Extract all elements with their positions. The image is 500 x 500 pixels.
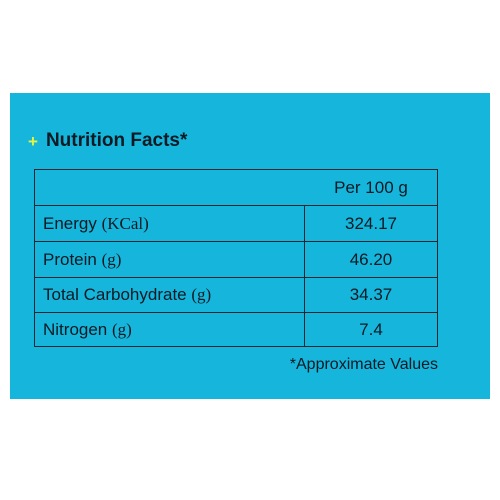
nutrient-value: 324.17 bbox=[345, 213, 397, 233]
nutrition-heading: + Nutrition Facts* bbox=[28, 126, 187, 156]
nutrition-table: Per 100 g Energy (KCal) 324.17 Protein (… bbox=[34, 169, 438, 347]
nutrient-unit: (g) bbox=[112, 319, 132, 339]
nutrient-name: Energy bbox=[43, 213, 97, 233]
table-header-row: Per 100 g bbox=[35, 170, 437, 206]
nutrient-value: 34.37 bbox=[349, 285, 393, 304]
nutrient-name: Protein bbox=[43, 249, 97, 269]
footnote: *Approximate Values bbox=[289, 356, 438, 373]
nutrient-label: Nitrogen (g) bbox=[43, 313, 132, 346]
column-divider bbox=[304, 206, 305, 346]
nutrient-unit: (g) bbox=[101, 249, 122, 269]
nutrition-title: Nutrition Facts* bbox=[45, 130, 188, 151]
table-row: Protein (g) 46.20 bbox=[35, 242, 437, 278]
nutrient-unit: (KCal) bbox=[101, 213, 149, 233]
column-header: Per 100 g bbox=[334, 177, 408, 197]
nutrient-value: 46.20 bbox=[349, 249, 393, 269]
nutrient-label: Protein (g) bbox=[43, 242, 121, 277]
table-row: Nitrogen (g) 7.4 bbox=[35, 313, 437, 346]
nutrient-name: Total Carbohydrate bbox=[43, 285, 187, 304]
nutrient-name: Nitrogen bbox=[43, 319, 108, 339]
plus-icon: + bbox=[28, 131, 38, 151]
nutrient-label: Energy (KCal) bbox=[43, 206, 149, 241]
nutrition-panel bbox=[10, 93, 490, 399]
nutrient-unit: (g) bbox=[191, 285, 212, 304]
table-row: Total Carbohydrate (g) 34.37 bbox=[35, 278, 437, 313]
nutrient-label: Total Carbohydrate (g) bbox=[43, 278, 211, 312]
table-row: Energy (KCal) 324.17 bbox=[35, 206, 437, 242]
nutrient-value: 7.4 bbox=[359, 319, 383, 339]
